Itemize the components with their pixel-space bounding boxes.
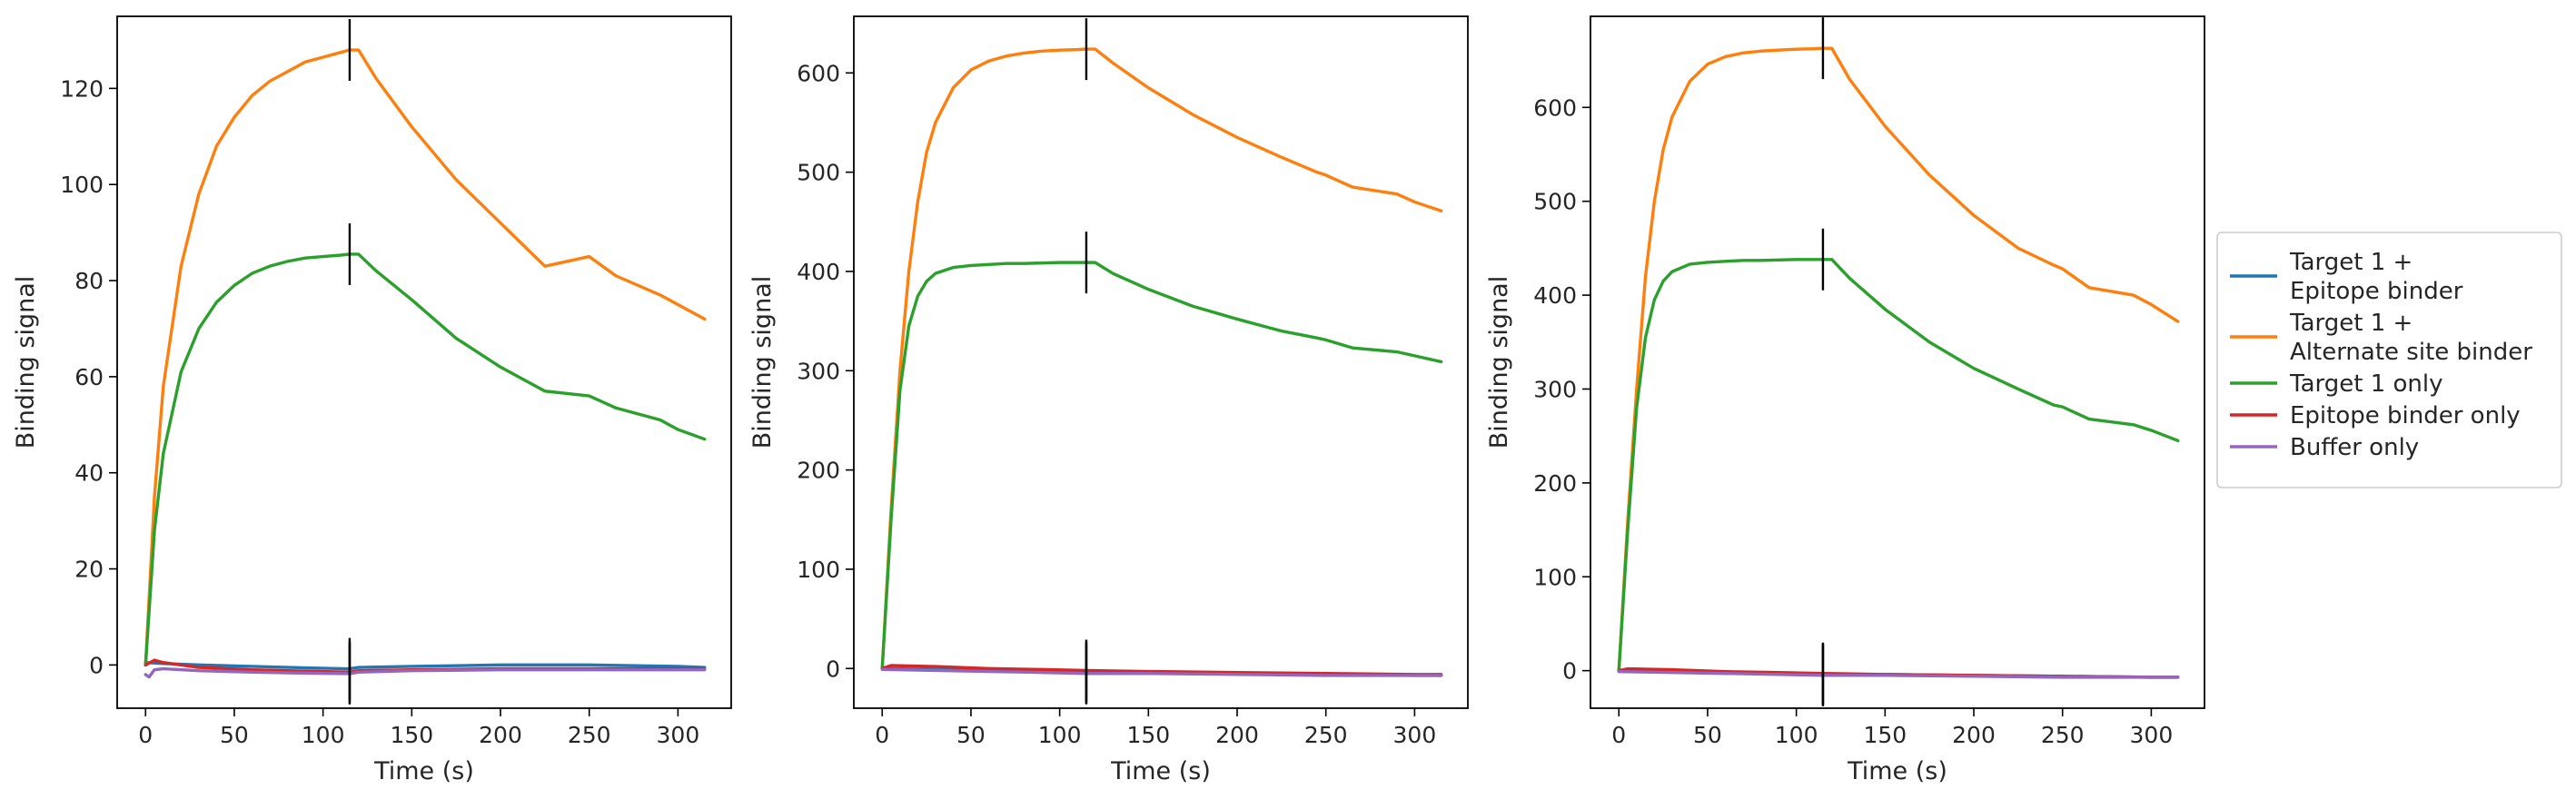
axes-frame	[1590, 15, 2205, 709]
x-tick-label: 50	[956, 722, 986, 748]
x-tick-label: 150	[1863, 722, 1907, 748]
x-tick-label: 0	[875, 722, 889, 748]
x-tick-label: 200	[1215, 722, 1259, 748]
x-tick-label: 100	[302, 722, 345, 748]
y-tick-label: 20	[74, 557, 104, 583]
y-tick-label: 500	[1533, 189, 1577, 215]
y-tick-label: 300	[797, 358, 840, 384]
series-line-2	[1617, 46, 2180, 673]
x-tick-label: 0	[138, 722, 153, 748]
legend-label: Target 1 only	[2289, 370, 2443, 398]
x-tick-label: 50	[220, 722, 249, 748]
legend-label: Epitope binder only	[2290, 402, 2521, 429]
y-axis-label: Binding signal	[748, 276, 777, 449]
x-tick-label: 150	[1126, 722, 1170, 748]
x-tick-label: 100	[1038, 722, 1082, 748]
y-tick-label: 80	[74, 268, 104, 294]
y-tick-label: 400	[1533, 282, 1577, 309]
y-tick-label: 400	[797, 259, 840, 285]
x-tick-label: 300	[1393, 722, 1437, 748]
legend-item-5: Buffer only	[2230, 434, 2419, 461]
x-tick-label: 200	[1952, 722, 1996, 748]
legend-item-1: Target 1 + Epitope binder	[2230, 249, 2463, 305]
axes-frame	[853, 15, 1469, 709]
y-tick-label: 600	[797, 60, 840, 86]
legend-label: Target 1 + Alternate site binder	[2289, 310, 2532, 366]
legend-label: Buffer only	[2290, 434, 2419, 461]
x-tick-label: 200	[479, 722, 522, 748]
plot-area	[880, 47, 1443, 677]
x-tick-label: 300	[657, 722, 700, 748]
legend-item-3: Target 1 only	[2230, 370, 2443, 398]
y-tick-label: 300	[1533, 376, 1577, 402]
y-axis-label: Binding signal	[1485, 276, 1513, 449]
series-line-1	[144, 661, 707, 671]
x-tick-label: 50	[1693, 722, 1722, 748]
y-tick-label: 100	[1533, 564, 1577, 590]
y-tick-label: 200	[1533, 470, 1577, 497]
y-tick-label: 0	[826, 656, 840, 682]
x-tick-label: 100	[1775, 722, 1818, 748]
x-tick-label: 300	[2130, 722, 2174, 748]
legend-item-4: Epitope binder only	[2230, 402, 2521, 429]
legend-label: Target 1 + Epitope binder	[2289, 249, 2463, 305]
series-line-3	[880, 261, 1443, 670]
x-tick-label: 0	[1611, 722, 1626, 748]
y-tick-label: 200	[797, 458, 840, 484]
legend-box	[2216, 232, 2562, 488]
y-tick-label: 100	[797, 557, 840, 583]
x-tick-label: 250	[2041, 722, 2085, 748]
y-tick-label: 40	[74, 460, 104, 487]
series-line-2	[880, 47, 1443, 670]
x-axis-label: Time (s)	[1847, 757, 1947, 785]
y-tick-label: 60	[74, 364, 104, 390]
chart-panel-1: 0 50 100 150 200 250 300 0 20 40 60 80 100 120 Time (s…	[12, 15, 732, 785]
legend-item-2: Target 1 + Alternate site binder	[2230, 310, 2532, 366]
y-tick-label: 600	[1533, 94, 1577, 121]
series-line-2	[144, 48, 707, 667]
plot-area	[144, 48, 707, 679]
series-line-5	[1617, 669, 2180, 679]
y-tick-label: 0	[1562, 658, 1577, 685]
x-axis-label: Time (s)	[1110, 757, 1211, 785]
y-tick-label: 0	[89, 652, 104, 678]
series-line-5	[144, 666, 707, 679]
y-tick-label: 500	[797, 160, 840, 186]
axes-frame	[116, 15, 732, 709]
chart-panel-2: 0 50 100 150 200 250 300 0 100 200 300 400 500 600 Tim…	[748, 15, 1469, 785]
series-line-3	[144, 252, 707, 667]
x-axis-label: Time (s)	[373, 757, 474, 785]
chart-panel-3: 0 50 100 150 200 250 300 0 100 200 300 400 500 600 Tim…	[1485, 15, 2205, 785]
series-line-3	[1617, 258, 2180, 673]
y-tick-label: 100	[60, 172, 104, 198]
y-tick-label: 120	[60, 75, 104, 102]
x-tick-label: 150	[390, 722, 433, 748]
y-axis-label: Binding signal	[12, 276, 40, 449]
plot-area	[1617, 46, 2180, 679]
series-line-5	[880, 667, 1443, 677]
x-tick-label: 250	[1304, 722, 1348, 748]
x-tick-label: 250	[568, 722, 611, 748]
